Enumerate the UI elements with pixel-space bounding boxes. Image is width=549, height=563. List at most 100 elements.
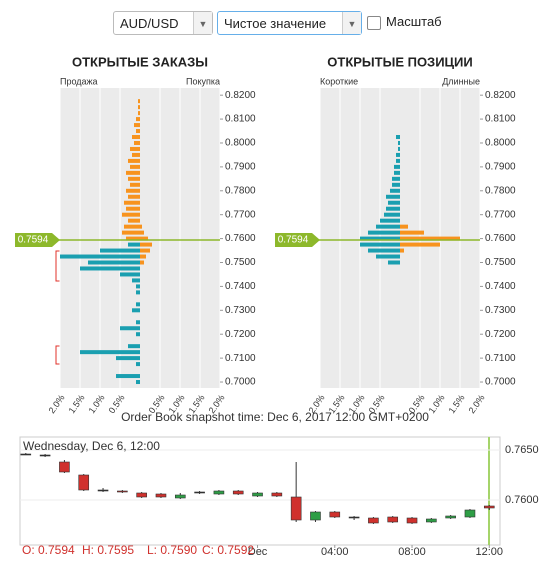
scale-checkbox[interactable] — [367, 16, 381, 30]
candle-body — [445, 515, 456, 519]
bar — [116, 356, 140, 361]
pair-select[interactable]: AUD/USD ▼ — [113, 11, 213, 35]
bar — [128, 218, 140, 223]
bar — [100, 248, 140, 253]
price-tag — [275, 233, 320, 248]
bar — [80, 350, 140, 355]
bar — [122, 212, 140, 217]
bar — [116, 374, 140, 379]
bar — [126, 236, 140, 241]
ohlc-label: O: 0.7594 — [22, 543, 75, 557]
bar — [376, 254, 400, 259]
bar — [80, 266, 140, 271]
y-tick-label: 0.7900 — [225, 162, 256, 173]
dropdown-button[interactable]: ▼ — [342, 12, 361, 34]
bar — [132, 308, 140, 313]
bar — [400, 236, 460, 241]
bar — [400, 248, 404, 253]
bar — [400, 230, 424, 235]
y-tick-label: 0.7600 — [485, 233, 516, 244]
dropdown-button[interactable]: ▼ — [193, 12, 212, 34]
candle-body — [252, 492, 263, 497]
bar — [400, 224, 408, 229]
bar — [140, 224, 142, 229]
y-tick-label: 0.7300 — [485, 305, 516, 316]
y-tick-label: 0.7000 — [225, 377, 256, 388]
bar — [140, 230, 144, 235]
y-tick-label: 0.7800 — [225, 185, 256, 196]
bar — [386, 206, 400, 211]
candle-body — [174, 494, 186, 499]
y-tick-label: 0.8200 — [485, 90, 516, 101]
mode-select[interactable]: Чистое значение ▼ — [217, 11, 362, 35]
y-tick-label: 0.7800 — [485, 185, 516, 196]
ohlc-label: L: 0.7590 — [147, 543, 197, 557]
y-tick-label: 0.7500 — [225, 257, 256, 268]
price-label: 0.7594 — [278, 235, 309, 246]
x-tick-label: 1.0% — [427, 393, 447, 416]
x-tick-label: 12:00 — [476, 546, 504, 558]
bar — [132, 152, 140, 157]
bar — [138, 111, 140, 116]
bar — [120, 272, 140, 277]
bar — [136, 129, 140, 134]
bar — [88, 260, 140, 265]
x-tick-label: 08:00 — [398, 546, 426, 558]
y-tick-label: 0.7700 — [485, 209, 516, 220]
candle-body — [426, 518, 437, 523]
candle-body — [78, 474, 90, 491]
candle-frame — [19, 436, 501, 546]
price-label: 0.7594 — [18, 235, 49, 246]
bar — [386, 194, 400, 199]
bar — [388, 260, 400, 265]
side-label: Длинные — [442, 76, 480, 86]
y-tick-label: 0.7500 — [485, 257, 516, 268]
bar — [392, 182, 400, 187]
bar — [140, 260, 144, 265]
candle-body — [290, 496, 302, 521]
candle-body — [39, 454, 51, 457]
bar — [136, 320, 140, 325]
mode-value: Чистое значение — [224, 16, 327, 31]
x-tick-label: 1.0% — [87, 393, 107, 416]
x-tick-label: 1.5% — [67, 393, 87, 416]
bar — [140, 236, 148, 241]
x-tick-label: 1.5% — [447, 393, 467, 416]
bar — [120, 326, 140, 331]
bar — [396, 135, 400, 140]
y-tick-label: 0.8200 — [225, 90, 256, 101]
candle-body — [406, 517, 418, 524]
bar — [124, 224, 140, 229]
bar — [126, 206, 140, 211]
candle-body — [59, 461, 70, 473]
x-tick-label: Dec — [248, 546, 268, 558]
bar — [126, 170, 140, 175]
bar — [360, 236, 400, 241]
candle-body — [368, 517, 379, 524]
side-label: Покупка — [186, 76, 220, 86]
caption: Order Book snapshot time: Dec 6, 2017 12… — [121, 410, 429, 424]
y-tick-label: 0.7600 — [225, 233, 256, 244]
x-tick-label: 2.0% — [467, 393, 487, 416]
y-tick-label: 0.7100 — [225, 353, 256, 364]
bar — [136, 362, 140, 367]
candle-body — [329, 511, 341, 518]
bar — [384, 212, 400, 217]
bar — [390, 188, 400, 193]
y-tick-label: 0.7200 — [485, 329, 516, 340]
bar — [124, 200, 140, 205]
scale-label: Масштаб — [386, 14, 442, 29]
bar — [122, 230, 140, 235]
bar — [400, 242, 440, 247]
bar — [368, 248, 400, 253]
candle-body — [97, 489, 109, 492]
bar — [126, 188, 140, 193]
candle-body — [348, 516, 360, 519]
candle-body — [194, 491, 205, 494]
candle-body — [117, 490, 128, 493]
bar — [128, 344, 140, 349]
bar — [388, 200, 400, 205]
candle-body — [310, 511, 321, 521]
chart-title: ОТКРЫТЫЕ ПОЗИЦИИ — [327, 54, 472, 69]
